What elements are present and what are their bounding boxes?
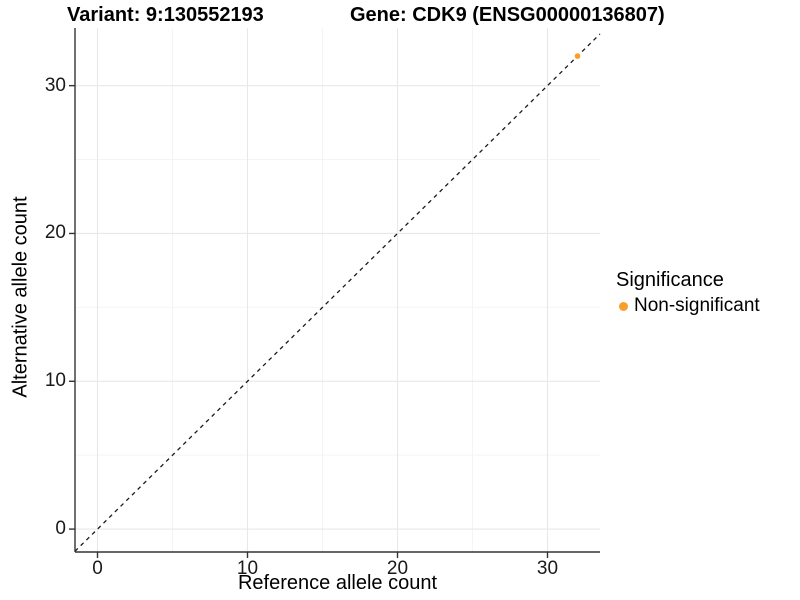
identity-dashed-line: [74, 33, 601, 552]
legend-key-dot-icon: [619, 301, 628, 311]
y-tick-label: 0: [55, 518, 66, 540]
x-axis-title: Reference allele count: [237, 572, 437, 594]
y-tick-label: 30: [44, 74, 66, 96]
plot-title-variant: Variant: 9:130552193: [67, 4, 264, 26]
x-tick-label: 0: [92, 558, 103, 579]
legend-item-label: Non-significant: [634, 295, 760, 316]
x-tick-label: 30: [536, 558, 559, 579]
x-tick-label: 10: [236, 558, 259, 579]
y-axis-title: Alternative allele count: [9, 196, 32, 398]
x-tick-label: 20: [386, 558, 409, 579]
legend-title: Significance: [616, 269, 724, 291]
data-point: [574, 53, 581, 59]
legend: Significance Non-significant: [616, 269, 760, 317]
plot-title-gene: Gene: CDK9 (ENSG00000136807): [350, 4, 665, 26]
y-tick-label: 20: [44, 222, 66, 244]
legend-item-non-significant: Non-significant: [616, 295, 760, 317]
y-tick-label: 10: [44, 370, 66, 392]
